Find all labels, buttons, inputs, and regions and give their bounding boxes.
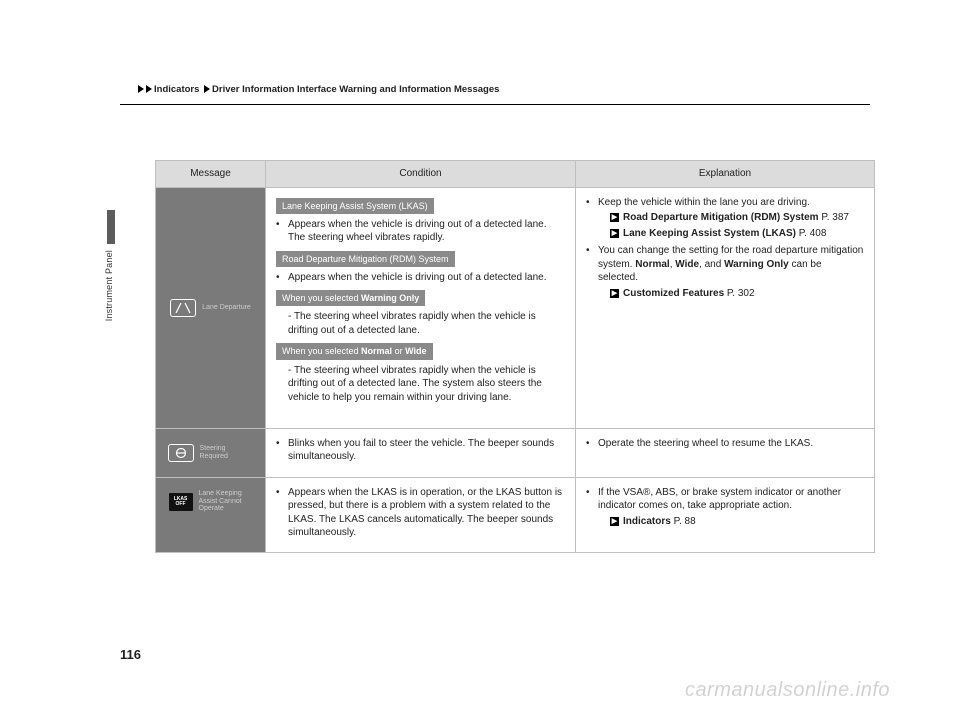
message-label: Lane Departure [202,304,251,312]
watermark: carmanualsonline.info [685,679,890,702]
section-tab-label: Instrument Panel [104,250,114,321]
col-header-condition: Condition [266,161,576,188]
messages-table: Message Condition Explanation Lane Depar… [155,160,875,553]
message-display: Lane Departure [156,188,265,428]
col-header-message: Message [156,161,266,188]
section-tab: Instrument Panel [104,210,118,321]
selection-tag: When you selected Warning Only [276,290,425,306]
table-row: Lane Departure Lane Keeping Assist Syste… [156,187,875,428]
breadcrumb-level1: Indicators [154,84,199,95]
breadcrumb-arrow-icon [204,85,210,93]
condition-bullet: Appears when the LKAS is in operation, o… [276,486,565,540]
message-display: LKASOFF Lane Keeping Assist Cannot Opera… [156,478,265,526]
page-number: 116 [120,647,141,662]
breadcrumb-arrow-icon [146,85,152,93]
reference-arrow-icon: ▶ [610,229,619,238]
condition-cell: Appears when the LKAS is in operation, o… [266,477,576,552]
reference-arrow-icon: ▶ [610,517,619,526]
explanation-cell: Keep the vehicle within the lane you are… [576,187,875,428]
condition-cell: Blinks when you fail to steer the vehicl… [266,428,576,477]
system-tag-rdm: Road Departure Mitigation (RDM) System [276,251,455,267]
table-row: Steering Required Blinks when you fail t… [156,428,875,477]
explanation-bullet: Keep the vehicle within the lane you are… [586,196,864,241]
manual-page: Indicators Driver Information Interface … [0,0,960,722]
condition-bullet: Appears when the vehicle is driving out … [276,218,565,245]
cross-reference: ▶Indicators P. 88 [610,515,864,529]
explanation-bullet: Operate the steering wheel to resume the… [586,437,864,451]
condition-bullet: Blinks when you fail to steer the vehicl… [276,437,565,464]
breadcrumb-arrow-icon [138,85,144,93]
cross-reference: ▶Road Departure Mitigation (RDM) System … [610,211,864,225]
condition-cell: Lane Keeping Assist System (LKAS) Appear… [266,187,576,428]
steering-required-icon [168,444,194,462]
condition-subitem: The steering wheel vibrates rapidly when… [276,364,565,405]
explanation-bullet: You can change the setting for the road … [586,244,864,300]
lane-departure-icon [170,299,196,317]
table-row: LKASOFF Lane Keeping Assist Cannot Opera… [156,477,875,552]
system-tag-lkas: Lane Keeping Assist System (LKAS) [276,198,434,214]
lkas-off-icon: LKASOFF [169,493,193,511]
condition-bullet: Appears when the vehicle is driving out … [276,271,565,285]
condition-subitem: The steering wheel vibrates rapidly when… [276,310,565,337]
message-display: Steering Required [156,429,265,477]
header-rule [120,104,870,105]
col-header-explanation: Explanation [576,161,875,188]
breadcrumb: Indicators Driver Information Interface … [138,84,499,95]
section-tab-bar [107,210,115,244]
table-header-row: Message Condition Explanation [156,161,875,188]
cross-reference: ▶Lane Keeping Assist System (LKAS) P. 40… [610,227,864,241]
cross-reference: ▶Customized Features P. 302 [610,287,864,301]
message-cell: LKASOFF Lane Keeping Assist Cannot Opera… [156,477,266,552]
explanation-cell: Operate the steering wheel to resume the… [576,428,875,477]
message-cell: Steering Required [156,428,266,477]
reference-arrow-icon: ▶ [610,213,619,222]
breadcrumb-level2: Driver Information Interface Warning and… [212,84,499,95]
message-label: Lane Keeping Assist Cannot Operate [199,490,253,513]
explanation-bullet: If the VSA®, ABS, or brake system indica… [586,486,864,529]
reference-arrow-icon: ▶ [610,289,619,298]
message-cell: Lane Departure [156,187,266,428]
selection-tag: When you selected Normal or Wide [276,343,433,359]
message-label: Steering Required [200,445,254,460]
explanation-cell: If the VSA®, ABS, or brake system indica… [576,477,875,552]
